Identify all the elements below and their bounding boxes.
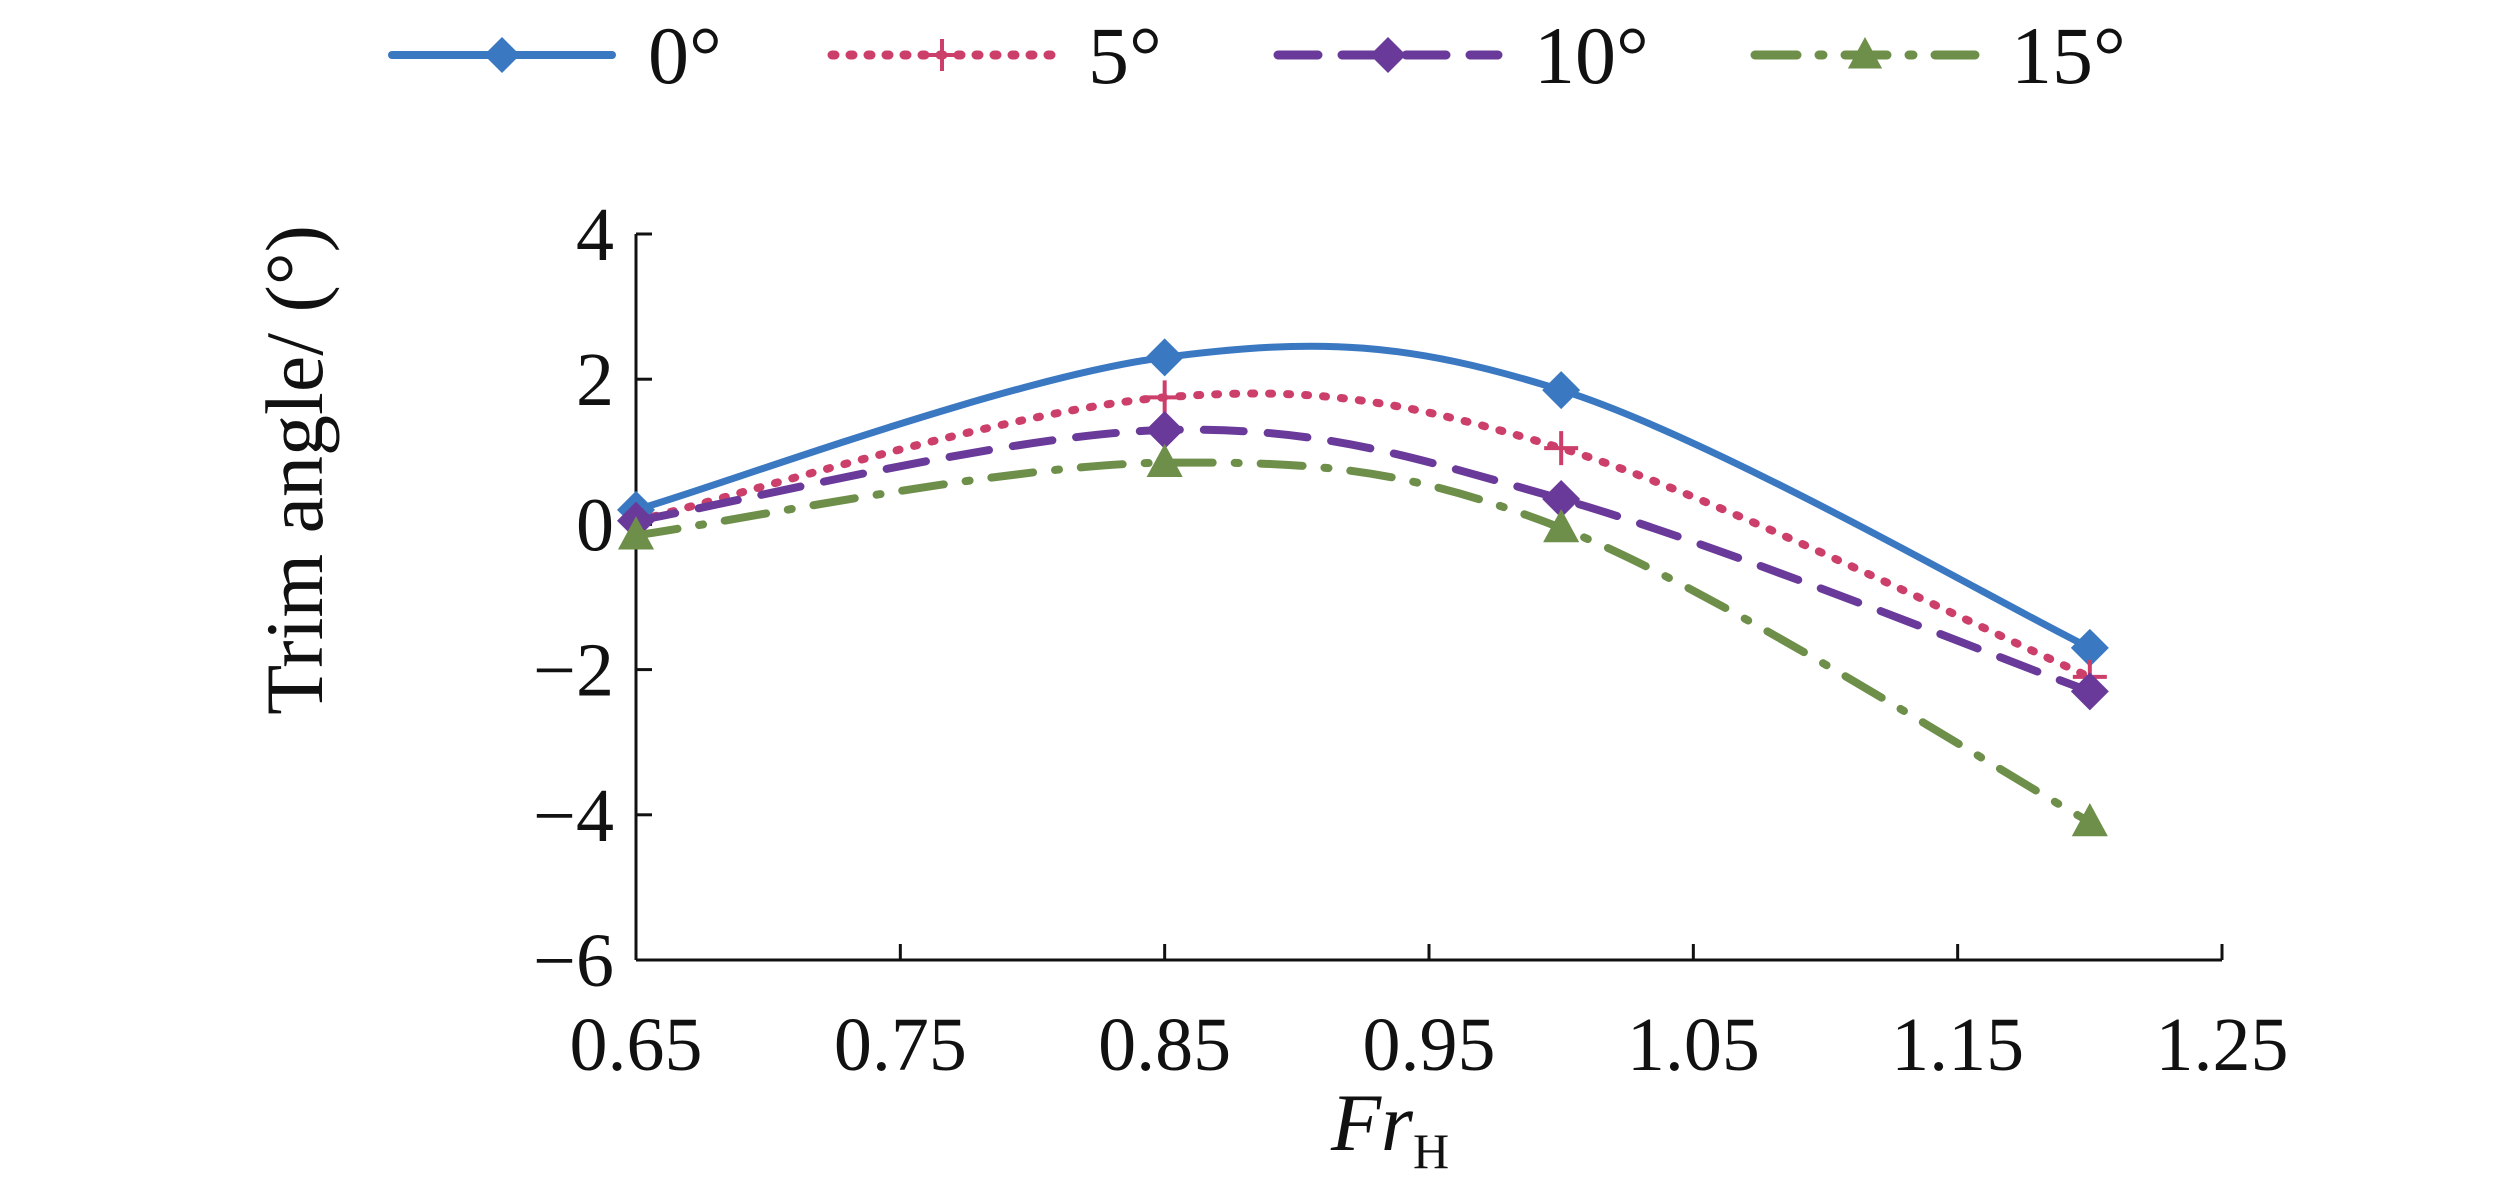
series-2 [617,411,2109,711]
data-point [2071,803,2108,837]
x-tick-label: 1.05 [1627,1003,1760,1087]
x-tick-label: 0.75 [834,1003,967,1087]
x-tick-label: 0.65 [570,1003,703,1087]
x-tick-label: 1.25 [2156,1003,2289,1087]
series-3 [617,443,2108,837]
x-tick-label: 0.85 [1098,1003,1231,1087]
legend-label: 15° [2011,10,2126,101]
x-axis-title-sub: H [1413,1123,1449,1179]
data-point [1544,431,1579,466]
data-point [1542,371,1581,410]
data-point [1147,380,1182,415]
legend-marker [1370,37,1406,73]
data-point [617,516,655,550]
y-ticks: 4 2 0 −2 −4 −6 [533,193,652,1003]
y-tick-label: −2 [533,629,614,713]
x-tick-label: 1.15 [1891,1003,2024,1087]
x-axis-title-main: Fr [1330,1077,1414,1168]
data-point [1543,509,1580,543]
data-point [1145,338,1184,377]
legend-item: 5° [827,10,1162,101]
series-layer [617,338,2109,837]
series-line [632,425,2094,696]
legend-marker [926,39,958,71]
legend-marker [484,37,520,73]
data-point [1146,443,1183,477]
data-point [2070,628,2109,667]
x-axis-title: FrH [1330,1077,1449,1179]
legend-item: 15° [1750,10,2126,101]
x-ticks: 0.65 0.75 0.85 0.95 1.05 1.15 1.25 [570,944,2289,1087]
legend-label: 5° [1088,10,1162,101]
x-tick-label: 0.95 [1363,1003,1496,1087]
legend: 0° 5° 10° 15° [388,10,2126,101]
y-tick-label: 4 [576,193,614,277]
y-tick-label: 2 [576,338,614,422]
legend-marker [1847,37,1883,69]
series-line [632,389,2094,681]
series-line [632,458,2094,827]
data-point [1542,479,1581,518]
legend-item: 10° [1273,10,1649,101]
legend-label: 0° [648,10,722,101]
data-point [1145,411,1184,450]
axes: 4 2 0 −2 −4 −6 0.65 0.75 0.85 0.95 1.05 1.15 1.25 [533,193,2288,1087]
y-axis-title: Trim angle/ (°) [249,225,340,715]
y-tick-label: 0 [576,483,614,567]
data-point [2070,672,2109,711]
series-line [632,342,2094,652]
legend-label: 10° [1534,10,1649,101]
legend-item: 0° [388,10,722,101]
y-tick-label: −4 [533,774,614,858]
y-tick-label: −6 [533,919,614,1003]
